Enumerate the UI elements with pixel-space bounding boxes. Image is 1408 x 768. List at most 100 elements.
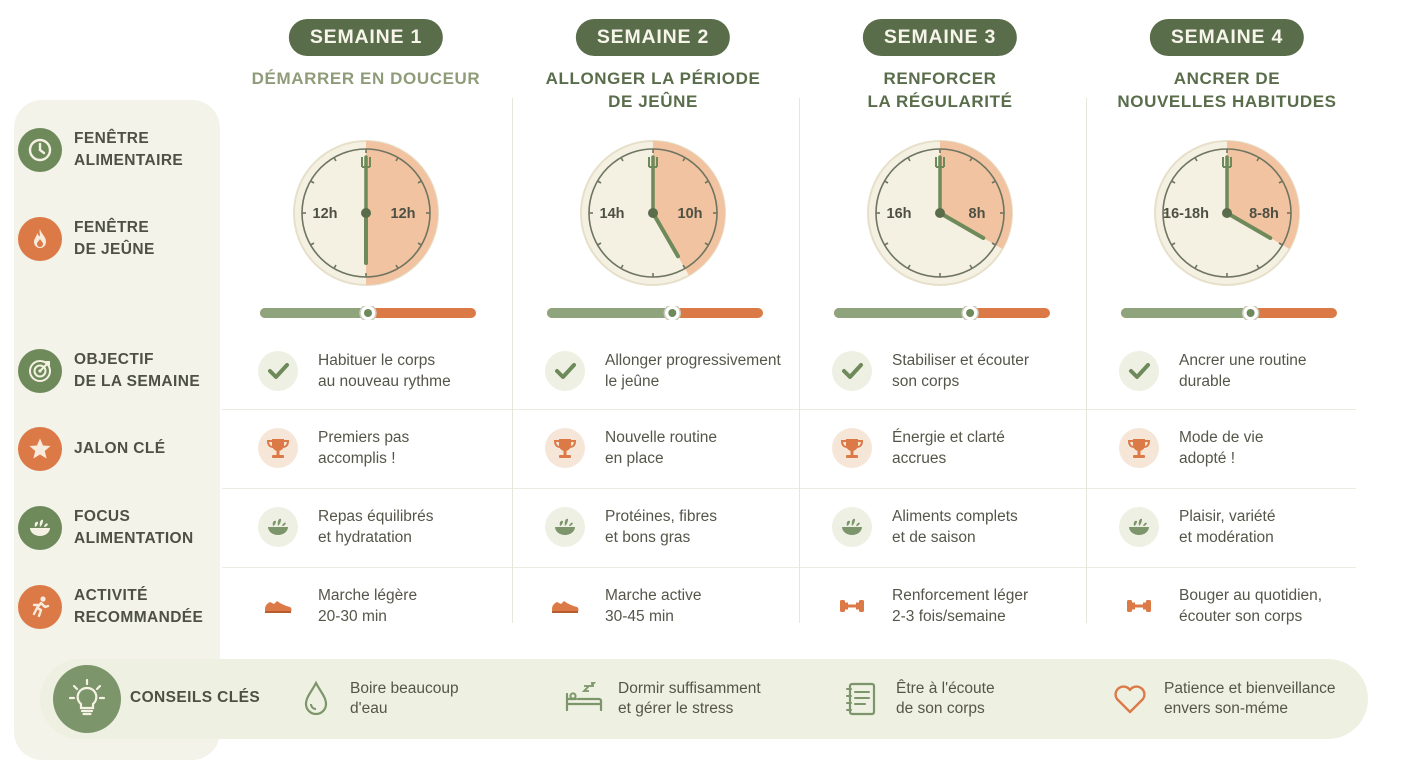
sneaker-icon — [258, 586, 298, 626]
sidebar-item-fasting-window: FENÊTRE DE JEÛNE — [18, 217, 155, 261]
dumbbell-icon — [832, 586, 872, 626]
dumbbell-icon — [1119, 586, 1159, 626]
clock-tick — [395, 264, 399, 269]
week-title: RENFORCER LA RÉGULARITÉ — [867, 69, 1013, 111]
week-title: ANCRER DE NOUVELLES HABITUDES — [1117, 69, 1337, 111]
tips-title: CONSEILS CLÉS — [130, 689, 261, 706]
clock-center — [648, 208, 658, 218]
objective-row: Allonger progressivement le jeûne — [545, 347, 795, 395]
progress-bar — [834, 306, 1050, 320]
milestone-row: Énergie et clarté accrues — [832, 424, 1082, 472]
target-icon — [18, 349, 62, 393]
clock-tick — [682, 157, 686, 162]
row-divider — [222, 567, 1356, 568]
progress-knob-center — [364, 309, 372, 317]
sidebar-label: FOCUS ALIMENTATION — [74, 508, 194, 547]
tip-text: Patience et bienveillance envers son-mém… — [1164, 680, 1336, 717]
clock-tick — [620, 157, 624, 162]
progress-knob-center — [1246, 309, 1255, 317]
column-divider — [1086, 98, 1087, 623]
fasting-clock: 14h 10h — [580, 140, 726, 286]
sneaker-icon — [545, 586, 585, 626]
food-row: Plaisir, variété et modération — [1119, 503, 1369, 551]
clock-tick — [310, 242, 315, 246]
knife-hand — [938, 211, 986, 240]
clock-tick — [704, 180, 709, 184]
objective-row: Ancrer une routine durable — [1119, 347, 1369, 395]
sidebar-label: JALON CLÉ — [74, 440, 166, 457]
fork-prongs — [648, 157, 658, 168]
clock-tick — [907, 157, 911, 162]
clock-tick — [907, 264, 911, 269]
objective-text: Stabiliser et écouter son corps — [892, 352, 1029, 390]
sidebar-item-activity: ACTIVITÉ RECOMMANDÉE — [18, 585, 203, 629]
clock-center — [935, 208, 945, 218]
clock-tick — [1256, 157, 1260, 162]
clock-tick — [991, 180, 996, 184]
objective-text: Habituer le corps au nouveau rythme — [318, 352, 451, 390]
lightbulb-icon — [53, 665, 121, 733]
tip-text: Boire beaucoup d'eau — [350, 680, 459, 717]
activity-text: Marche active 30-45 min — [605, 587, 702, 625]
column-divider — [512, 98, 513, 623]
progress-knob-center — [966, 309, 975, 317]
week-column-3: SEMAINE 3 RENFORCER LA RÉGULARITÉ 16h 8h … — [796, 0, 1084, 660]
clock-tick — [969, 264, 973, 269]
fasting-clock: 12h 12h — [293, 140, 439, 286]
milestone-text: Énergie et clarté accrues — [892, 429, 1005, 467]
milestone-text: Premiers pas accomplis ! — [318, 429, 410, 467]
clock-icon — [18, 128, 62, 172]
sidebar-label: OBJECTIF DE LA SEMAINE — [74, 351, 201, 390]
clock-left-label: 16-18h — [1163, 206, 1209, 222]
clock-tick — [884, 180, 889, 184]
sidebar-item-eating-window: FENÊTRE ALIMENTAIRE — [18, 128, 183, 172]
objective-text: Allonger progressivement le jeûne — [605, 352, 781, 390]
progress-fill — [547, 308, 673, 318]
clock-tick — [333, 264, 337, 269]
fasting-clock: 16-18h 8-8h — [1154, 140, 1300, 286]
clock-tick — [1278, 180, 1283, 184]
trophy-icon — [832, 428, 872, 468]
activity-row: Marche active 30-45 min — [545, 582, 795, 630]
food-text: Plaisir, variété et modération — [1179, 508, 1276, 546]
clock-center — [361, 208, 371, 218]
clock-right-label: 8-8h — [1249, 206, 1279, 222]
progress-fill — [1121, 308, 1251, 318]
salad-bowl-icon — [545, 507, 585, 547]
clock-tick — [704, 242, 709, 246]
week-column-1: SEMAINE 1 DÉMARRER EN DOUCEUR 12h 12h Hab… — [222, 0, 510, 660]
trophy-icon — [545, 428, 585, 468]
progress-fill — [834, 308, 971, 318]
trophy-icon — [258, 428, 298, 468]
row-divider — [222, 488, 1356, 489]
clock-tick — [682, 264, 686, 269]
clock-tick — [310, 180, 315, 184]
clock-right-label: 12h — [391, 206, 416, 222]
clock-tick — [1171, 180, 1176, 184]
food-text: Protéines, fibres et bons gras — [605, 508, 717, 546]
clock-tick — [1278, 242, 1283, 246]
clock-tick — [597, 242, 602, 246]
clock-tick — [417, 242, 422, 246]
fork-prongs — [935, 157, 945, 168]
tip-item: Être à l'écoute de son corps — [842, 673, 995, 725]
sidebar-label: ACTIVITÉ RECOMMANDÉE — [74, 587, 204, 626]
milestone-text: Mode de vie adopté ! — [1179, 429, 1264, 467]
week-badge: SEMAINE 3 — [862, 19, 1018, 56]
clock-tick — [597, 180, 602, 184]
tip-item: Patience et bienveillance envers son-mém… — [1110, 673, 1335, 725]
flame-icon — [18, 217, 62, 261]
week-title: ALLONGER LA PÉRIODE DE JEÛNE — [545, 69, 761, 111]
milestone-row: Nouvelle routine en place — [545, 424, 795, 472]
knife-hand — [651, 211, 680, 259]
tip-item: Boire beaucoup d'eau — [296, 673, 459, 725]
sidebar-item-milestone: JALON CLÉ — [18, 427, 165, 471]
row-divider — [222, 409, 1356, 410]
progress-bar — [1121, 306, 1337, 320]
activity-row: Marche légère 20-30 min — [258, 582, 508, 630]
week-title: DÉMARRER EN DOUCEUR — [251, 69, 481, 88]
salad-bowl-icon — [1119, 507, 1159, 547]
clock-tick — [884, 242, 889, 246]
tip-text: Dormir suffisamment et gérer le stress — [618, 680, 761, 717]
week-badge: SEMAINE 2 — [575, 19, 731, 56]
